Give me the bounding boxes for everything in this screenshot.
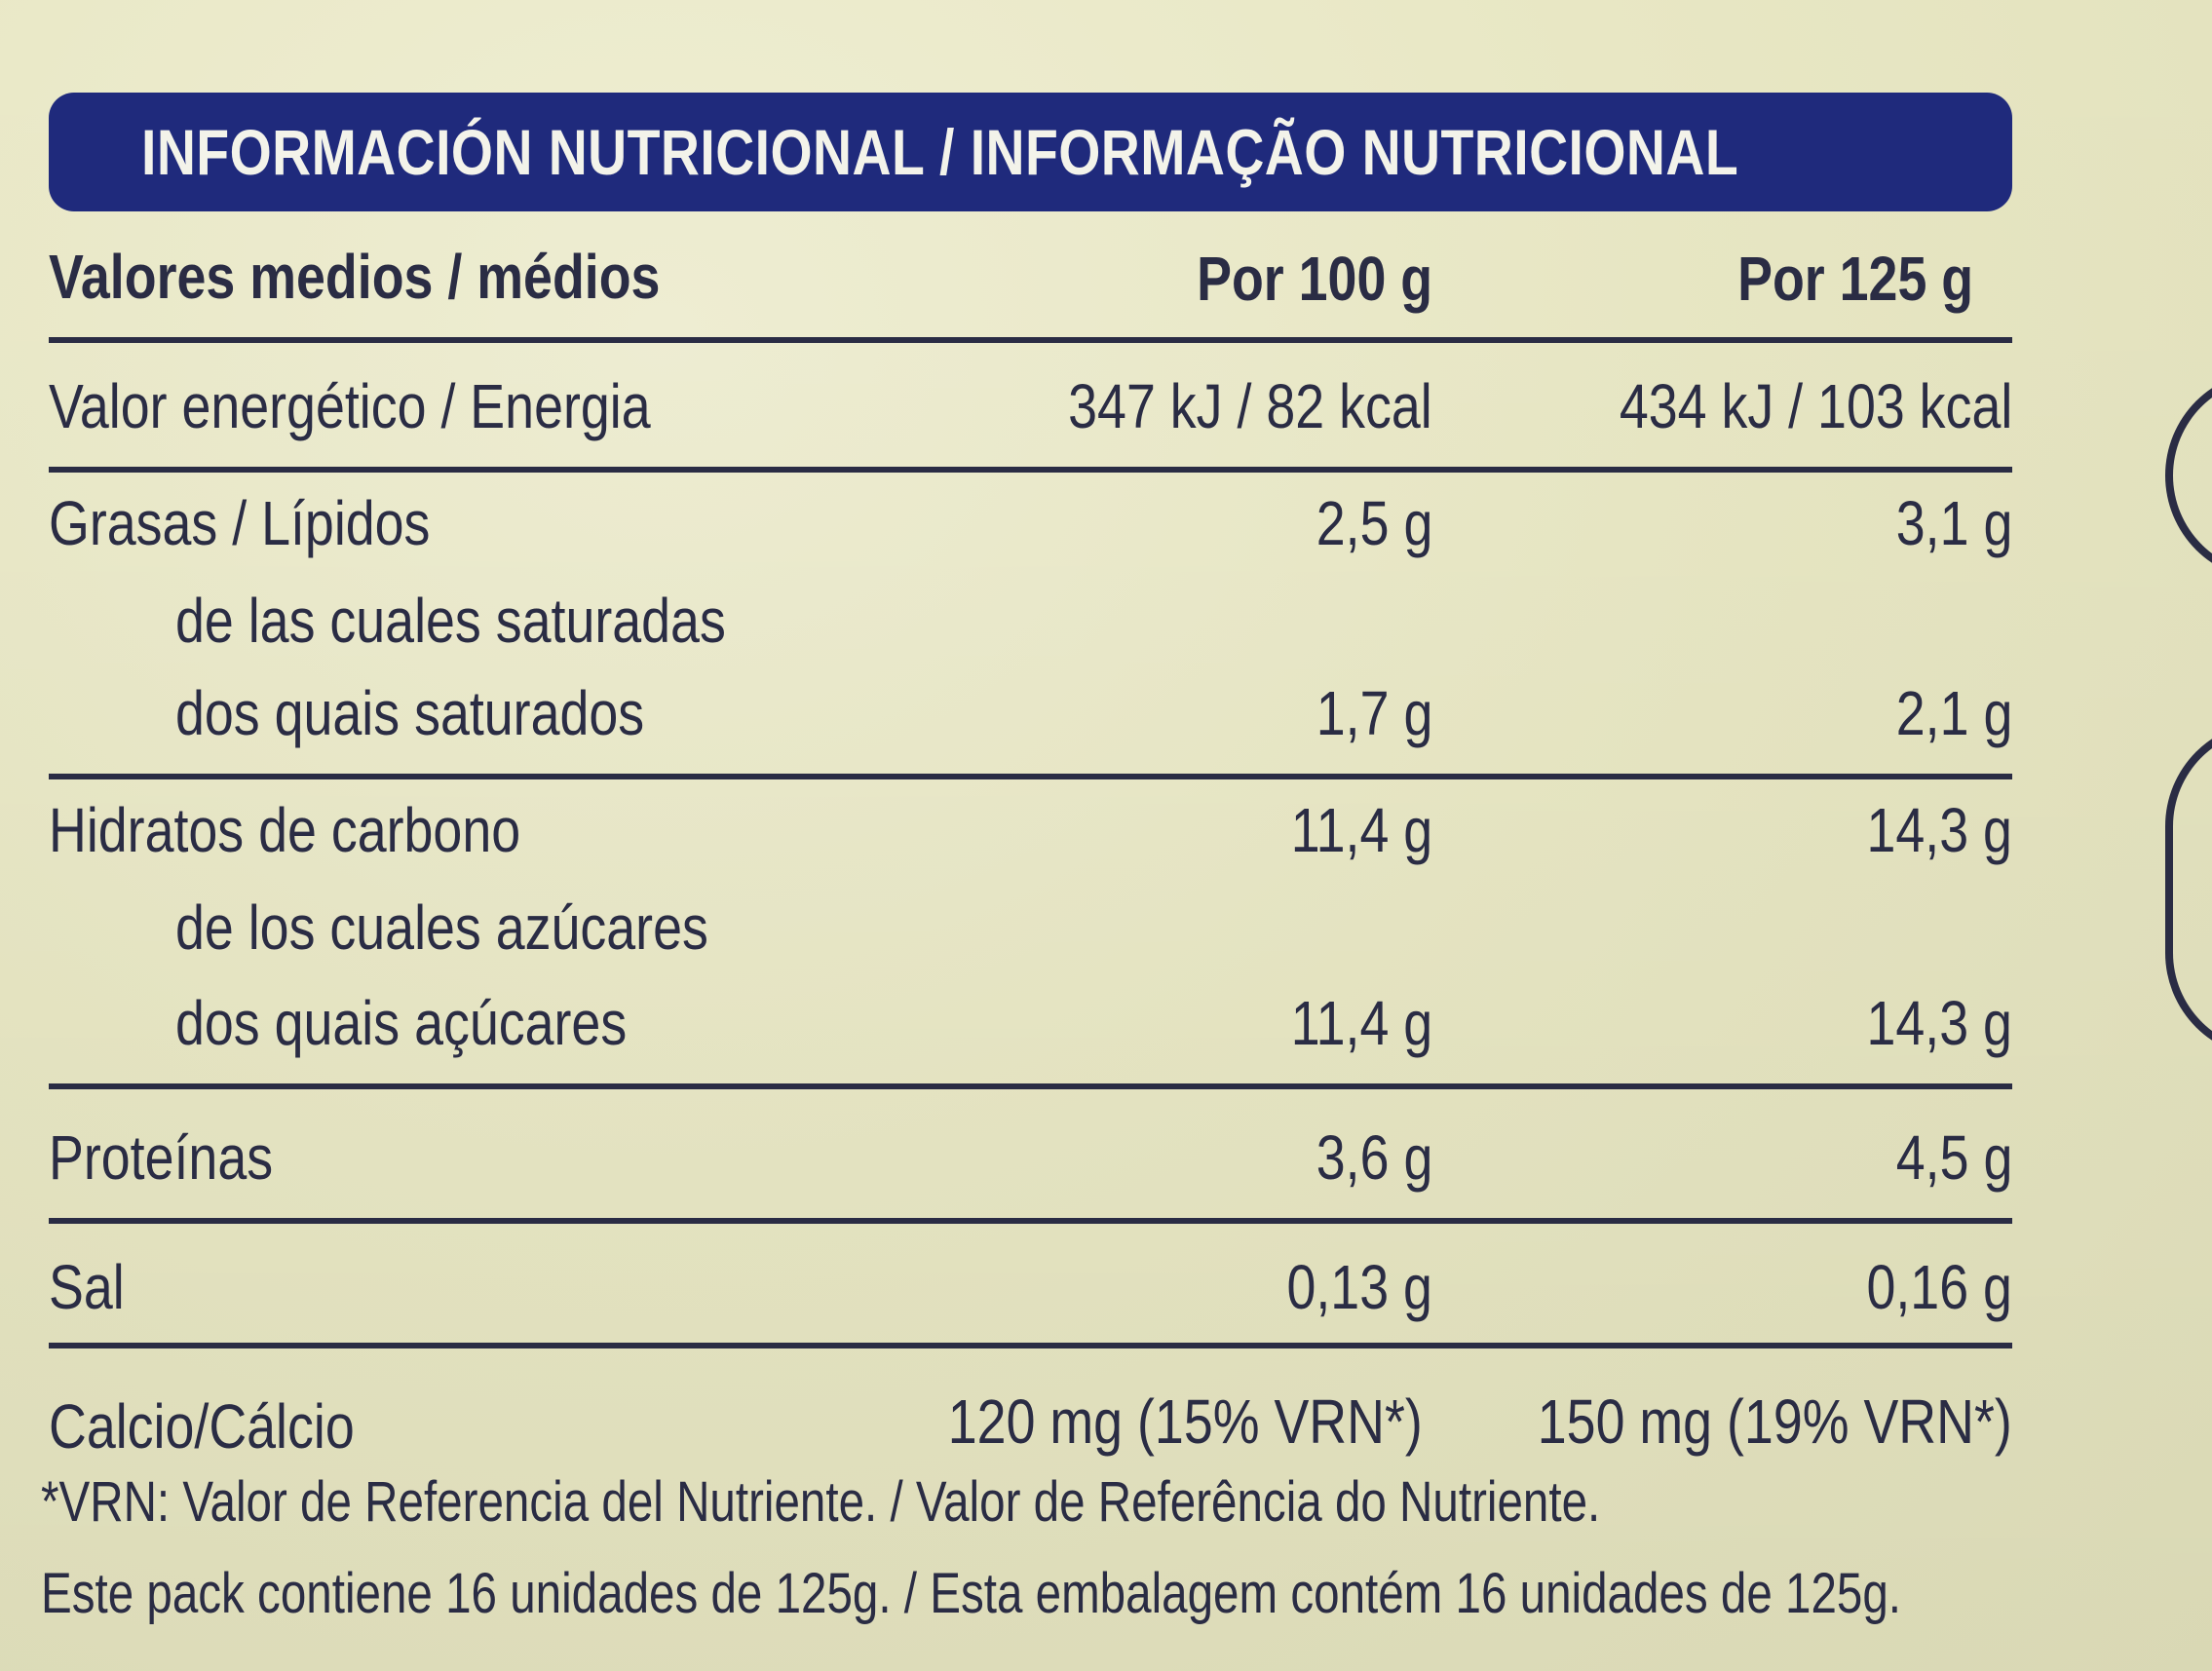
nutrition-title-bar: INFORMACIÓN NUTRICIONAL / INFORMAÇÃO NUT… (49, 93, 2012, 211)
row-label: Valor energético / Energia (49, 371, 651, 441)
table-row-calcium: Calcio/Cálcio 120 mg (15% VRN*) 150 mg (… (49, 1348, 2012, 1458)
header-label: Valores medios / médios (49, 242, 661, 312)
nutrition-table: Valores medios / médios Por 100 g Por 12… (49, 211, 2012, 1458)
header-per125: Por 125 g (1736, 244, 1973, 314)
row-per100: 0,13 g (1286, 1252, 1432, 1322)
table-row-salt: Sal 0,13 g 0,16 g (49, 1224, 2012, 1348)
row-per100: 1,7 g (1316, 678, 1432, 748)
row-per125: 14,3 g (1866, 795, 2012, 865)
row-per100: 2,5 g (1316, 488, 1432, 558)
row-per100: 11,4 g (1290, 988, 1432, 1058)
row-per125: 2,1 g (1895, 678, 2012, 748)
row-per125: 14,3 g (1866, 988, 2012, 1058)
row-sublabel: dos quais açúcares (175, 988, 628, 1058)
row-per125: 150 mg (19% VRN*) (1537, 1386, 2012, 1457)
row-label: Sal (49, 1252, 125, 1322)
row-per100: 11,4 g (1290, 795, 1432, 865)
nutrition-panel: INFORMACIÓN NUTRICIONAL / INFORMAÇÃO NUT… (49, 93, 2012, 1458)
header-per100: Por 100 g (1196, 244, 1432, 314)
row-per100: 3,6 g (1316, 1122, 1432, 1193)
row-label: Hidratos de carbono (49, 795, 521, 865)
row-sublabel: dos quais saturados (175, 678, 645, 748)
row-per125: 0,16 g (1866, 1252, 2012, 1322)
row-label: Proteínas (49, 1122, 274, 1193)
row-per100: 120 mg (15% VRN*) (947, 1386, 1423, 1457)
table-header-row: Valores medios / médios Por 100 g Por 12… (49, 211, 2012, 343)
row-sublabel: de las cuales saturadas (175, 586, 726, 656)
table-row-fats: Grasas / Lípidos 2,5 g 3,1 g de las cual… (49, 473, 2012, 779)
table-row-proteins: Proteínas 3,6 g 4,5 g (49, 1089, 2012, 1224)
row-label: Grasas / Lípidos (49, 488, 431, 558)
row-label: Calcio/Cálcio (49, 1391, 355, 1462)
table-row-energy: Valor energético / Energia 347 kJ / 82 k… (49, 343, 2012, 473)
row-per125: 3,1 g (1895, 488, 2012, 558)
row-per125: 434 kJ / 103 kcal (1619, 371, 2012, 441)
footnote-pack: Este pack contiene 16 unidades de 125g. … (41, 1562, 1902, 1625)
row-per100: 347 kJ / 82 kcal (1068, 371, 1432, 441)
table-row-carbohydrates: Hidratos de carbono 11,4 g 14,3 g de los… (49, 779, 2012, 1089)
row-per125: 4,5 g (1895, 1122, 2012, 1193)
row-sublabel: de los cuales azúcares (175, 892, 708, 963)
footnote-vrn: *VRN: Valor de Referencia del Nutriente.… (41, 1470, 1601, 1534)
nutrition-title: INFORMACIÓN NUTRICIONAL / INFORMAÇÃO NUT… (141, 116, 1739, 188)
